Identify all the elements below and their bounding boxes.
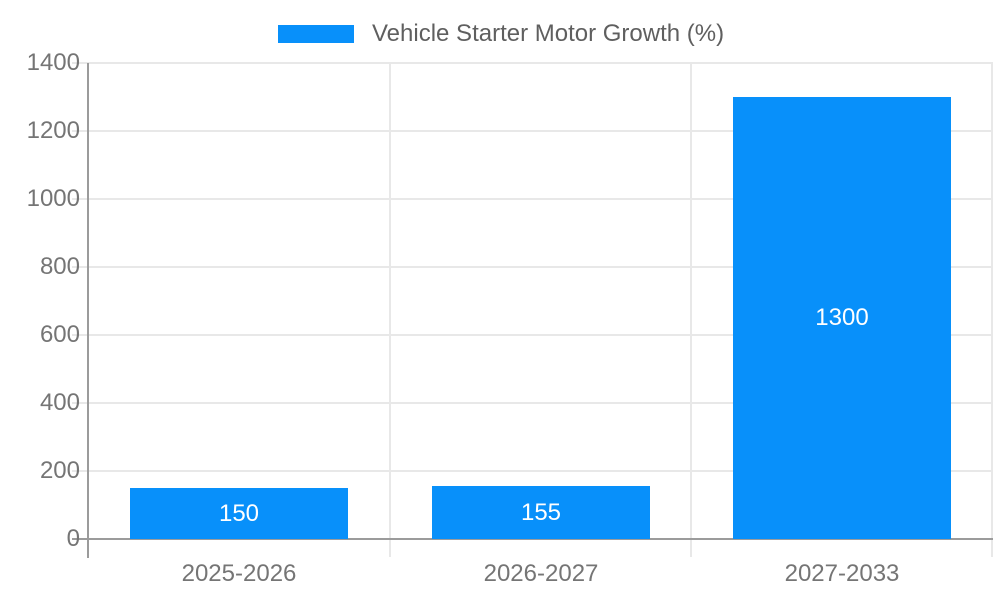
gridline-horizontal (72, 130, 993, 132)
legend-item[interactable]: Vehicle Starter Motor Growth (%) (278, 20, 725, 47)
gridline-vertical (991, 63, 993, 557)
bar: 155 (432, 486, 650, 539)
y-tick-mark (72, 130, 88, 132)
plot-area: 150 155 1300 (72, 62, 993, 558)
gridline-horizontal (72, 334, 993, 336)
y-tick-label: 1400 (26, 49, 80, 76)
y-tick-label: 600 (39, 321, 80, 348)
y-tick-label: 800 (39, 253, 80, 280)
gridline-horizontal (72, 198, 993, 200)
legend-swatch (278, 25, 354, 43)
bar-value-label: 155 (520, 498, 562, 526)
y-tick-mark (72, 62, 88, 64)
y-tick-mark (72, 470, 88, 472)
y-tick-label: 1200 (26, 117, 80, 144)
x-axis-line (72, 538, 993, 540)
y-tick-mark (72, 198, 88, 200)
gridline-vertical (690, 63, 692, 557)
bar: 150 (130, 488, 348, 539)
bar: 1300 (733, 97, 951, 539)
y-tick-label: 400 (39, 389, 80, 416)
bar-value-label: 150 (218, 499, 260, 527)
y-tick-label: 0 (66, 525, 80, 552)
legend-label: Vehicle Starter Motor Growth (%) (372, 20, 725, 47)
gridline-vertical (389, 63, 391, 557)
y-tick-mark (72, 402, 88, 404)
x-tick-label: 2026-2027 (483, 560, 599, 587)
y-tick-label: 1000 (26, 185, 80, 212)
y-tick-mark (72, 334, 88, 336)
x-tick-label: 2025-2026 (181, 560, 297, 587)
y-tick-label: 200 (39, 457, 80, 484)
bar-value-label: 1300 (815, 304, 869, 331)
y-axis-line (87, 63, 89, 558)
gridline-horizontal (72, 62, 993, 64)
y-tick-mark (72, 266, 88, 268)
gridline-horizontal (72, 266, 993, 268)
x-tick-label: 2027-2033 (784, 560, 900, 587)
gridline-horizontal (72, 402, 993, 404)
gridline-horizontal (72, 470, 993, 472)
